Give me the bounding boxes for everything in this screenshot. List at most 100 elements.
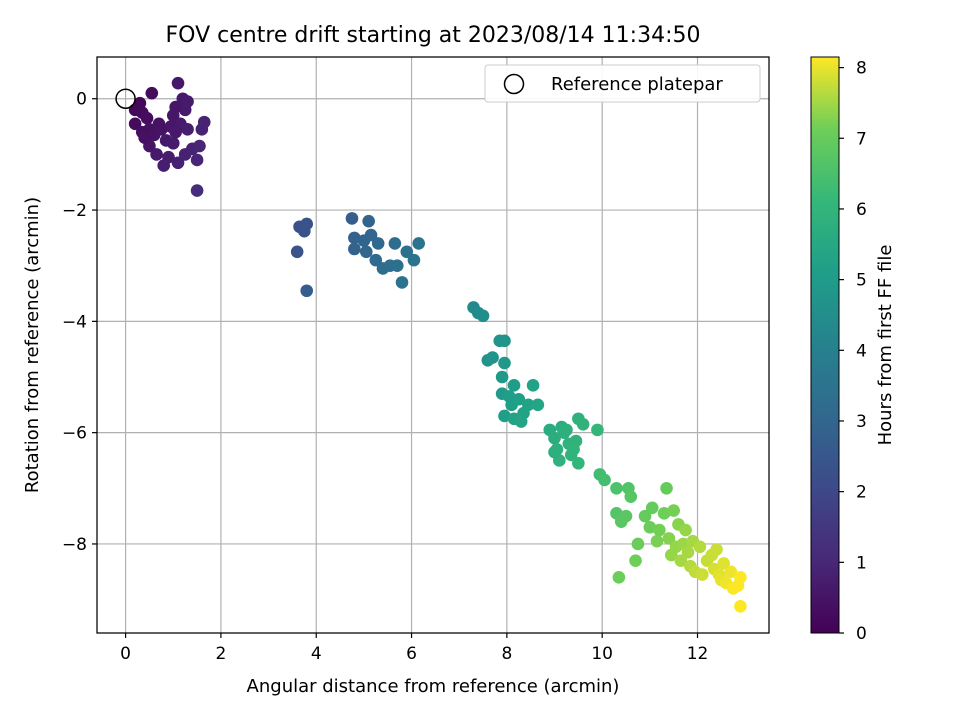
data-point	[400, 245, 414, 259]
data-point	[522, 398, 535, 412]
data-point	[679, 523, 692, 537]
data-point	[734, 599, 747, 613]
data-point	[412, 237, 426, 250]
data-point	[190, 184, 204, 197]
x-axis-label: Angular distance from reference (arcmin)	[247, 676, 620, 697]
data-point	[576, 418, 590, 431]
data-point	[169, 125, 182, 139]
plot-frame	[96, 56, 770, 634]
data-point	[498, 334, 511, 348]
data-point	[631, 537, 645, 551]
data-point	[345, 212, 359, 225]
y-tick-label: 0	[76, 90, 87, 110]
data-point	[498, 409, 511, 423]
data-point	[128, 117, 142, 131]
legend: Reference platepar	[484, 64, 761, 103]
data-point	[407, 253, 421, 267]
reference-point	[115, 88, 136, 109]
data-point	[388, 237, 402, 250]
colorbar-tick-label: 8	[856, 59, 867, 79]
data-point	[662, 532, 676, 545]
data-point	[157, 159, 171, 172]
data-point	[193, 139, 206, 153]
data-point	[178, 103, 192, 117]
y-axis-ticks: 0 −2 −4 −6 −8	[62, 90, 97, 555]
colorbar-ticks: 0 1 2 3 4 5 6 7 8	[839, 59, 867, 644]
x-axis-ticks: 0 2 4 6 8 10 12	[120, 633, 708, 664]
data-point	[724, 565, 738, 579]
data-points	[128, 76, 747, 613]
data-point	[629, 554, 642, 567]
colorbar-tick-label: 5	[856, 271, 867, 291]
data-point	[476, 309, 490, 323]
colorbar	[810, 56, 840, 634]
data-point	[371, 237, 385, 250]
data-point	[512, 392, 526, 406]
data-point	[166, 136, 180, 150]
data-point	[660, 482, 673, 495]
y-tick-label: −8	[62, 535, 87, 555]
data-point	[150, 148, 163, 161]
data-point	[531, 398, 545, 412]
data-point	[624, 490, 638, 503]
data-point	[667, 504, 680, 517]
x-tick-label: 4	[311, 644, 322, 664]
chart-title: FOV centre drift starting at 2023/08/14 …	[166, 23, 701, 48]
data-point	[300, 284, 314, 298]
data-point	[369, 253, 383, 267]
legend-entry-reference-platepar: Reference platepar	[551, 74, 723, 95]
data-point	[507, 379, 521, 392]
data-point	[359, 245, 373, 259]
data-point	[171, 76, 185, 90]
colorbar-tick-label: 1	[856, 553, 867, 573]
data-point	[619, 509, 633, 523]
data-point	[572, 456, 585, 470]
data-point	[717, 557, 731, 570]
data-point	[290, 245, 304, 259]
data-point	[195, 123, 209, 136]
data-point	[695, 568, 709, 581]
data-point	[674, 554, 688, 567]
data-point	[643, 520, 657, 534]
data-point	[548, 445, 561, 459]
data-point	[166, 109, 180, 122]
data-point	[138, 131, 151, 144]
data-point	[734, 571, 747, 584]
colorbar-tick-label: 4	[856, 341, 867, 361]
y-axis-label: Rotation from reference (arcmin)	[22, 197, 43, 493]
colorbar-tick-label: 2	[856, 483, 867, 503]
x-tick-label: 0	[120, 644, 131, 664]
data-point	[591, 423, 604, 437]
data-point	[152, 117, 166, 131]
x-tick-label: 10	[591, 644, 613, 664]
data-point	[681, 546, 695, 559]
data-point	[486, 351, 499, 364]
reference-marker	[115, 88, 136, 109]
data-point	[526, 379, 540, 392]
data-point	[181, 123, 194, 136]
colorbar-tick-label: 7	[856, 129, 867, 149]
y-tick-label: −4	[62, 312, 87, 332]
data-point	[560, 423, 573, 437]
data-point	[657, 507, 671, 520]
data-point	[610, 482, 623, 495]
data-point	[362, 214, 375, 228]
data-point	[190, 153, 204, 167]
data-point	[348, 242, 361, 256]
data-point	[300, 217, 314, 231]
data-point	[653, 523, 666, 537]
data-point	[364, 228, 378, 242]
x-tick-label: 8	[501, 644, 512, 664]
data-point	[612, 571, 626, 584]
data-point	[548, 431, 561, 445]
data-point	[348, 231, 361, 245]
colorbar-label: Hours from first FF file	[875, 245, 896, 446]
data-point	[514, 415, 528, 428]
colorbar-tick-label: 3	[856, 412, 867, 432]
data-point	[645, 501, 659, 515]
data-point	[710, 543, 723, 556]
data-point	[171, 156, 185, 170]
data-point	[390, 259, 404, 272]
x-tick-label: 12	[687, 644, 709, 664]
